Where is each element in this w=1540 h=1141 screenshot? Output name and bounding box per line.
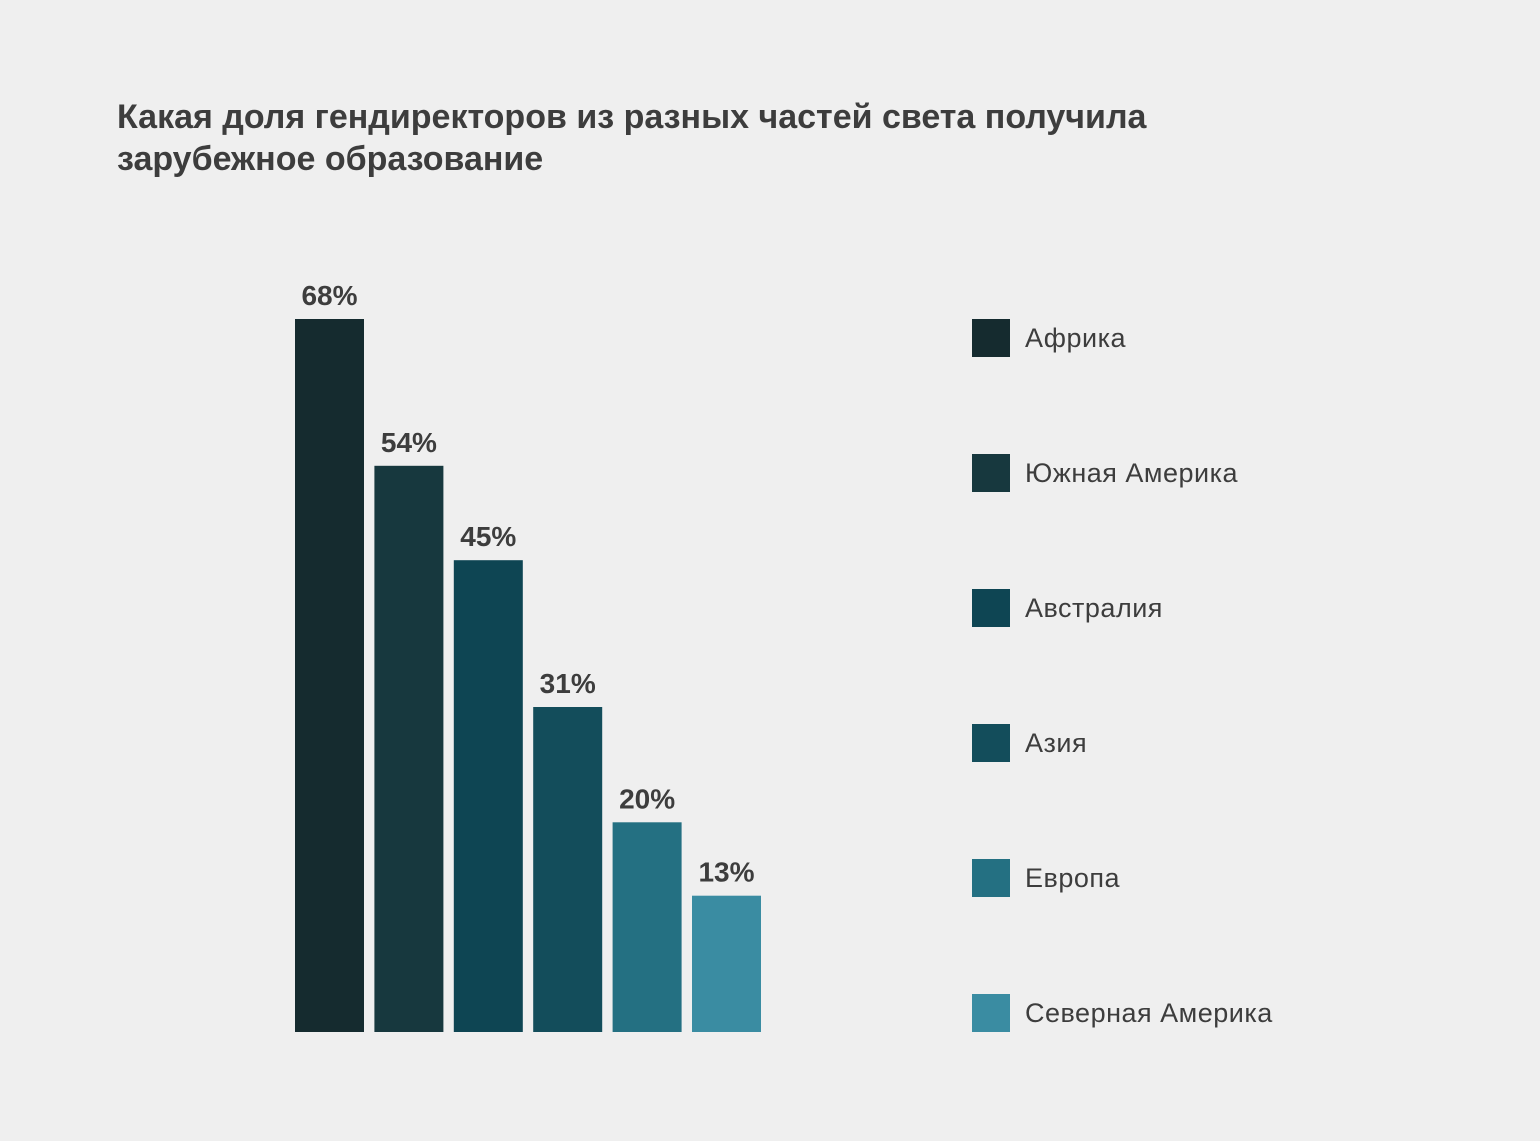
legend-label: Европа bbox=[1025, 862, 1121, 893]
legend-label: Австралия bbox=[1025, 592, 1163, 623]
legend-label: Азия bbox=[1025, 727, 1088, 758]
bar-4 bbox=[533, 707, 603, 1032]
bar-6 bbox=[692, 895, 761, 1032]
legend-swatch bbox=[972, 994, 1010, 1032]
bar-value-label: 20% bbox=[619, 783, 675, 814]
bar-value-label: 45% bbox=[460, 521, 516, 552]
legend-swatch bbox=[972, 724, 1010, 762]
legend-item: Африка bbox=[972, 319, 1392, 357]
bar-labels-group: 68% 54% 45% 31% 20% 13% bbox=[301, 280, 754, 888]
bar-value-label: 54% bbox=[381, 427, 437, 458]
legend-swatch bbox=[972, 859, 1010, 897]
legend-item: Северная Америка bbox=[972, 994, 1392, 1032]
bar-value-label: 13% bbox=[698, 857, 754, 888]
legend-swatch bbox=[972, 589, 1010, 627]
legend-item: Европа bbox=[972, 859, 1392, 897]
legend-label: Северная Америка bbox=[1025, 997, 1273, 1028]
legend-item: Южная Америка bbox=[972, 454, 1392, 492]
bar-5 bbox=[612, 822, 682, 1032]
bar-value-label: 31% bbox=[540, 668, 596, 699]
legend-label: Южная Америка bbox=[1025, 457, 1238, 488]
bar-2 bbox=[374, 465, 444, 1032]
bars-group bbox=[295, 319, 761, 1032]
legend-item: Австралия bbox=[972, 589, 1392, 627]
bar-3 bbox=[453, 560, 523, 1032]
legend-item: Азия bbox=[972, 724, 1392, 762]
bar-1 bbox=[295, 319, 364, 1032]
legend-swatch bbox=[972, 454, 1010, 492]
legend-swatch bbox=[972, 319, 1010, 357]
bar-value-label: 68% bbox=[301, 280, 357, 311]
legend-label: Африка bbox=[1025, 322, 1127, 353]
chart-title: Какая доля гендиректоров из разных часте… bbox=[117, 98, 1147, 178]
